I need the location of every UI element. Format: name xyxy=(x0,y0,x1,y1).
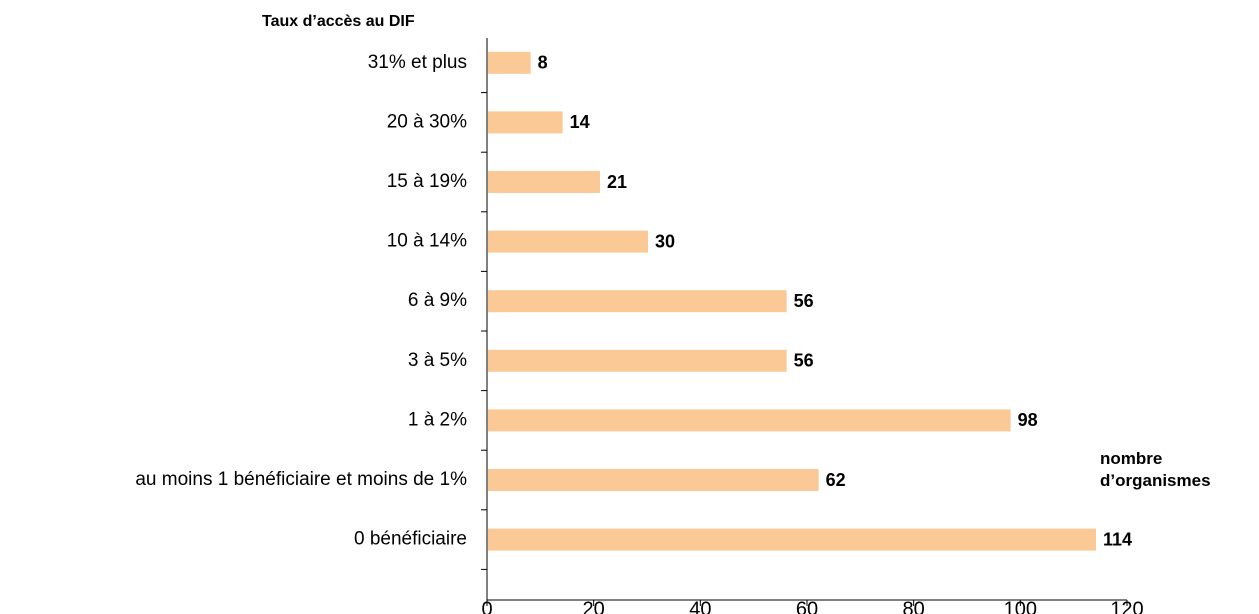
x-axis-label: nombre d’organismes xyxy=(1100,449,1211,490)
y-tick-label: 10 à 14% xyxy=(387,231,467,252)
y-tick-label: 1 à 2% xyxy=(408,409,467,430)
y-tick-label: 15 à 19% xyxy=(387,171,467,192)
y-tick-label: 6 à 9% xyxy=(408,290,467,311)
bar xyxy=(488,290,787,313)
x-tick-label: 0 xyxy=(481,598,492,614)
x-tick-label: 100 xyxy=(1004,598,1037,614)
y-axis-title: Taux d’accès au DIF xyxy=(262,13,415,30)
value-label: 8 xyxy=(538,53,548,73)
x-tick-label: 60 xyxy=(796,598,818,614)
bar xyxy=(488,230,648,253)
bar xyxy=(488,51,531,74)
bar xyxy=(488,528,1096,551)
x-tick-label: 20 xyxy=(583,598,605,614)
y-tick-label: 0 bénéficiaire xyxy=(354,529,467,550)
bar xyxy=(488,349,787,372)
bar xyxy=(488,409,1011,432)
value-label: 98 xyxy=(1018,410,1038,430)
y-tick-label: 3 à 5% xyxy=(408,350,467,371)
bar xyxy=(488,171,600,193)
value-label: 56 xyxy=(794,351,814,371)
x-tick-label: 80 xyxy=(903,598,925,614)
x-tick-label: 40 xyxy=(689,598,711,614)
value-label: 30 xyxy=(655,231,675,251)
value-label: 62 xyxy=(826,470,846,490)
value-label: 21 xyxy=(607,172,627,192)
y-tick-label: 20 à 30% xyxy=(387,111,467,132)
y-tick-label: 31% et plus xyxy=(368,52,467,73)
x-tick-label: 120 xyxy=(1110,598,1143,614)
value-label: 14 xyxy=(570,112,590,132)
value-label: 56 xyxy=(794,291,814,311)
bar xyxy=(488,111,563,134)
y-tick-label: au moins 1 bénéficiaire et moins de 1% xyxy=(135,469,467,490)
bar xyxy=(488,469,819,491)
value-label: 114 xyxy=(1103,529,1132,549)
